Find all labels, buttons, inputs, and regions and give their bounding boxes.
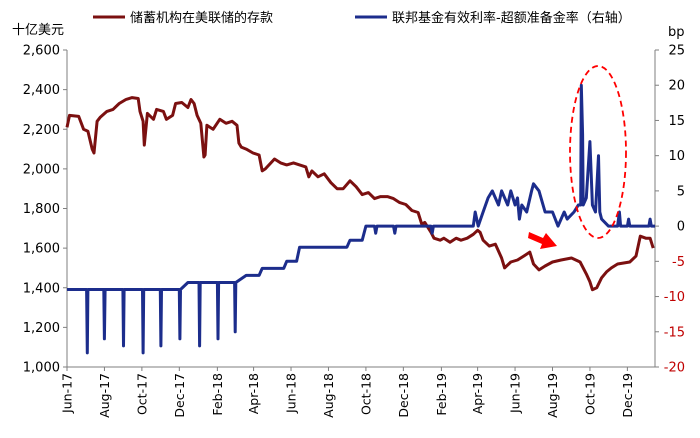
- left-axis-tick-label: 1,600: [23, 242, 60, 257]
- x-axis-tick-label: Aug-19: [545, 373, 560, 418]
- x-axis-tick-label: Dec-17: [172, 373, 187, 418]
- left-axis-unit: 十亿美元: [12, 23, 64, 38]
- x-axis-tick-label: Feb-18: [210, 373, 225, 416]
- x-axis-tick-label: Aug-18: [321, 373, 336, 418]
- x-axis-tick-label: Jun-19: [508, 373, 523, 414]
- highlight-ellipse: [569, 65, 627, 239]
- annotation-layer: [528, 65, 627, 249]
- right-axis-tick-label: -5: [672, 255, 685, 270]
- x-axis-tick-label: Dec-18: [396, 373, 411, 418]
- right-axis-tick-label: 20: [668, 79, 685, 94]
- series-line-deposits: [65, 96, 655, 292]
- series-layer: [65, 83, 655, 355]
- x-axis-tick-label: Dec-19: [620, 373, 635, 418]
- x-axis-tick-label: Aug-17: [97, 373, 112, 418]
- series-line-spread: [67, 83, 655, 355]
- x-axis-tick-label: Oct-19: [582, 373, 597, 415]
- legend: 储蓄机构在美联储的存款 联邦基金有效利率-超额准备金率（右轴）: [93, 10, 631, 26]
- right-axis-tick-label: -15: [664, 325, 685, 340]
- legend-label-deposits: 储蓄机构在美联储的存款: [130, 10, 273, 26]
- legend-label-spread: 联邦基金有效利率-超额准备金率（右轴）: [392, 10, 631, 26]
- left-axis-tick-label: 2,000: [23, 162, 60, 177]
- right-axis-tick-label: -10: [664, 290, 685, 305]
- right-axis-tick-label: 10: [668, 149, 685, 164]
- left-axis-tick-label: 1,400: [23, 281, 60, 296]
- left-axis-tick-label: 2,600: [23, 44, 60, 59]
- x-axis-tick-label: Apr-19: [470, 373, 485, 414]
- x-axis-tick-label: Jun-18: [284, 373, 299, 414]
- right-axis-tick-label: 5: [677, 184, 685, 199]
- right-axis-unit: bp: [668, 25, 685, 40]
- x-axis-tick-label: Feb-19: [434, 373, 449, 416]
- right-axis-tick-label: 0: [677, 220, 685, 235]
- left-axis-tick-label: 1,200: [23, 321, 60, 336]
- x-axis-tick-label: Oct-18: [358, 373, 373, 415]
- left-axis-tick-label: 1,800: [23, 202, 60, 217]
- left-axis-tick-label: 1,000: [23, 361, 60, 376]
- x-axis-tick-label: Oct-17: [134, 373, 149, 415]
- right-axis-tick-label: 25: [668, 44, 685, 59]
- x-axis-tick-label: Jun-17: [60, 373, 75, 414]
- red-arrow-icon: [528, 232, 557, 249]
- right-axis-tick-label: -20: [664, 361, 685, 376]
- right-axis-tick-label: 15: [668, 114, 685, 129]
- x-axis-tick-label: Apr-18: [246, 373, 261, 414]
- axes-layer: 1,000 1,200 1,400 1,600 1,800 2,000 2,200 2,400…: [23, 44, 685, 418]
- left-axis-tick-label: 2,200: [23, 123, 60, 138]
- left-axis-tick-label: 2,400: [23, 83, 60, 98]
